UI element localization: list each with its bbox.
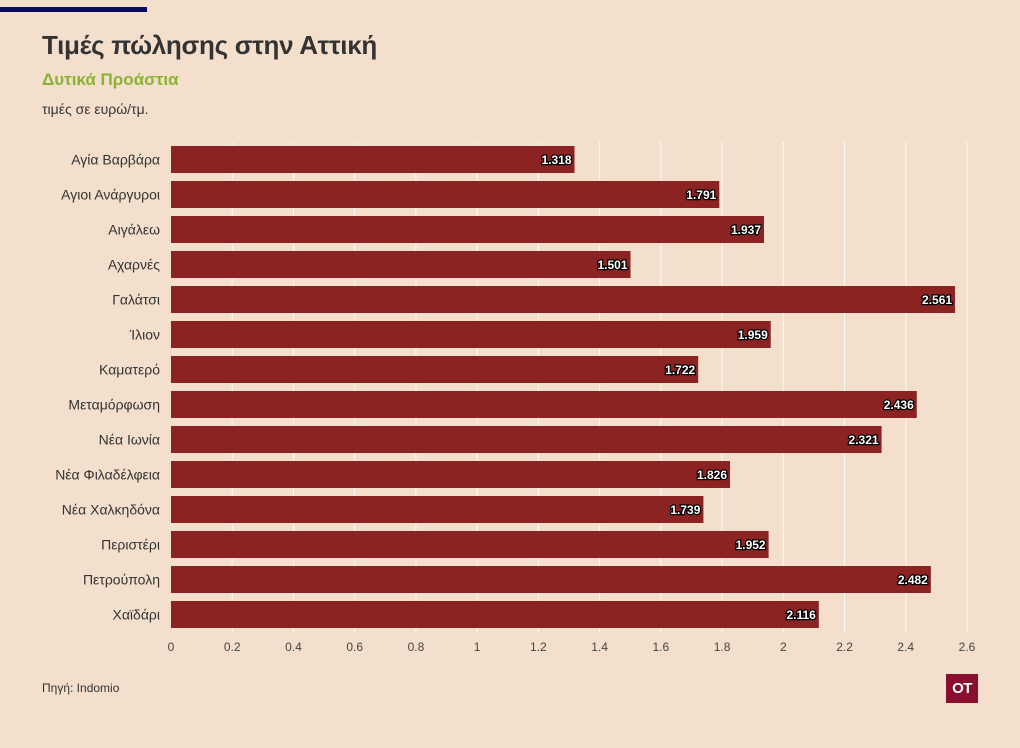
category-label: Αχαρνές — [108, 257, 160, 273]
ot-logo: OT — [946, 674, 978, 703]
bar — [171, 426, 882, 453]
bar — [171, 566, 931, 593]
bar — [171, 461, 731, 488]
data-label: 1.959 — [738, 328, 768, 342]
x-tick-label: 1.4 — [591, 640, 608, 654]
category-label: Καματερό — [99, 362, 160, 378]
x-tick-label: 0.8 — [408, 640, 425, 654]
x-tick-label: 0.6 — [346, 640, 363, 654]
x-tick-label: 0 — [168, 640, 175, 654]
bar — [171, 286, 956, 313]
data-label: 1.501 — [598, 258, 628, 272]
bar — [171, 601, 819, 628]
data-label: 2.321 — [849, 433, 879, 447]
x-tick-label: 0.4 — [285, 640, 302, 654]
category-label: Αγία Βαρβάρα — [71, 152, 160, 168]
x-tick-label: 1 — [474, 640, 481, 654]
x-tick-label: 2.2 — [836, 640, 853, 654]
category-label: Αγιοι Ανάργυροι — [61, 187, 160, 203]
category-label: Νέα Ιωνία — [99, 432, 160, 448]
top-accent-rule — [0, 7, 147, 12]
bar — [171, 216, 765, 243]
category-label: Νέα Χαλκηδόνα — [62, 502, 160, 518]
data-label: 1.722 — [665, 363, 695, 377]
data-label: 1.826 — [697, 468, 727, 482]
category-label: Μεταμόρφωση — [68, 397, 160, 413]
chart-title: Τιμές πώλησης στην Αττική — [42, 30, 377, 60]
x-tick-label: 0.2 — [224, 640, 241, 654]
chart-subtitle: Δυτικά Προάστια — [42, 70, 179, 89]
data-label: 1.937 — [731, 223, 761, 237]
data-label: 2.436 — [884, 398, 914, 412]
data-label: 1.739 — [670, 503, 700, 517]
category-label: Πετρούπολη — [83, 572, 160, 588]
category-label: Ίλιον — [129, 327, 160, 343]
data-label: 1.318 — [541, 153, 571, 167]
data-label: 2.561 — [922, 293, 952, 307]
x-tick-label: 2.6 — [959, 640, 976, 654]
data-label: 1.791 — [686, 188, 716, 202]
bar — [171, 321, 771, 348]
category-label: Χαϊδάρι — [112, 607, 160, 623]
category-label: Νέα Φιλαδέλφεια — [55, 467, 160, 483]
x-tick-label: 1.2 — [530, 640, 547, 654]
bar — [171, 181, 720, 208]
x-tick-label: 2.4 — [897, 640, 914, 654]
data-label: 1.952 — [736, 538, 766, 552]
bar — [171, 356, 699, 383]
bar — [171, 146, 575, 173]
category-label: Περιστέρι — [101, 537, 160, 553]
bar — [171, 251, 631, 278]
unit-note: τιμές σε ευρώ/τμ. — [42, 101, 149, 117]
category-label: Αιγάλεω — [108, 222, 160, 238]
x-tick-label: 1.8 — [714, 640, 731, 654]
bar — [171, 496, 704, 523]
x-tick-label: 1.6 — [653, 640, 670, 654]
x-tick-label: 2 — [780, 640, 787, 654]
source-note: Πηγή: Indomio — [42, 681, 120, 695]
category-label: Γαλάτσι — [112, 292, 160, 308]
bar — [171, 531, 769, 558]
data-label: 2.116 — [786, 608, 816, 622]
data-label: 2.482 — [898, 573, 928, 587]
bar — [171, 391, 917, 418]
